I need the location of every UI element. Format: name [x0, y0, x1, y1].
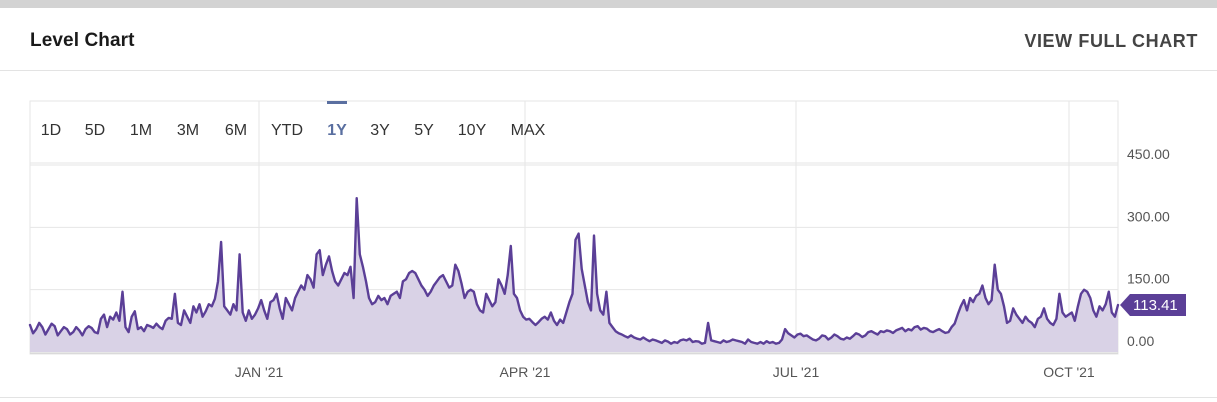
- last-value-badge: [1120, 294, 1186, 317]
- range-button-1m[interactable]: 1M: [130, 122, 152, 139]
- view-full-chart-link[interactable]: VIEW FULL CHART: [1024, 31, 1198, 51]
- range-button-5d[interactable]: 5D: [85, 122, 105, 139]
- level-chart: 0.00 150.00 300.00 450.00 JAN '21 APR '21 JUL …: [28, 100, 1186, 380]
- range-button-ytd[interactable]: YTD: [271, 122, 303, 139]
- series-line: [28, 197, 1120, 345]
- active-range-indicator: [327, 101, 347, 104]
- bottom-divider: [0, 397, 1217, 398]
- y-tick-label: 150.00: [1127, 271, 1170, 287]
- range-button-6m[interactable]: 6M: [225, 122, 247, 139]
- x-tick-label: JUL '21: [773, 364, 820, 380]
- last-value-label: 113.41: [1133, 297, 1178, 314]
- range-button-3y[interactable]: 3Y: [370, 122, 390, 139]
- y-tick-label: 0.00: [1127, 333, 1154, 349]
- range-button-1d[interactable]: 1D: [41, 122, 61, 139]
- x-tick-label: APR '21: [500, 364, 551, 380]
- chart-title: Level Chart: [30, 30, 135, 51]
- range-button-5y[interactable]: 5Y: [414, 122, 434, 139]
- y-tick-label: 450.00: [1127, 146, 1170, 162]
- range-button-1y[interactable]: 1Y: [327, 122, 347, 139]
- range-button-10y[interactable]: 10Y: [458, 122, 487, 139]
- top-accent-bar: [0, 0, 1217, 8]
- range-button-3m[interactable]: 3M: [177, 122, 199, 139]
- range-button-max[interactable]: MAX: [511, 122, 546, 139]
- chart-header: Level Chart VIEW FULL CHART: [0, 8, 1217, 71]
- x-tick-label: JAN '21: [235, 364, 284, 380]
- y-tick-label: 300.00: [1127, 208, 1170, 224]
- x-tick-label: OCT '21: [1043, 364, 1095, 380]
